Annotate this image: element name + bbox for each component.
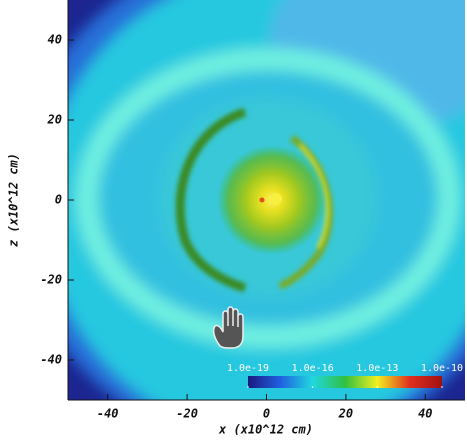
x-tick-label: 20 xyxy=(338,407,353,421)
colorbar-tick-label: 1.0e-13 xyxy=(356,363,398,374)
colorbar-bar xyxy=(248,376,442,388)
x-tick-label: 40 xyxy=(418,407,432,421)
colorbar-tick-label: 1.0e-19 xyxy=(227,363,269,374)
heatmap-image xyxy=(68,0,465,400)
hand-cursor xyxy=(212,306,244,349)
y-tick-label: -20 xyxy=(40,273,62,287)
y-axis-label: z (x10^12 cm) xyxy=(7,153,21,247)
axes xyxy=(67,0,465,401)
colorbar-tick-label: 1.0e-16 xyxy=(292,363,334,374)
y-tick-label: 20 xyxy=(47,113,62,127)
x-tick-label: 0 xyxy=(263,407,270,421)
x-axis-label: x (x10^12 cm) xyxy=(218,423,313,437)
colorbar-tick-label: 1.0e-10 xyxy=(421,363,463,374)
x-tick-label: -20 xyxy=(176,407,198,421)
y-tick-label: -40 xyxy=(40,353,62,367)
y-tick-label: 0 xyxy=(55,193,62,207)
colorbar: 1.0e-19 1.0e-16 1.0e-13 1.0e-10 xyxy=(227,363,463,388)
x-tick-label: -40 xyxy=(97,407,119,421)
y-tick-label: 40 xyxy=(48,33,62,47)
